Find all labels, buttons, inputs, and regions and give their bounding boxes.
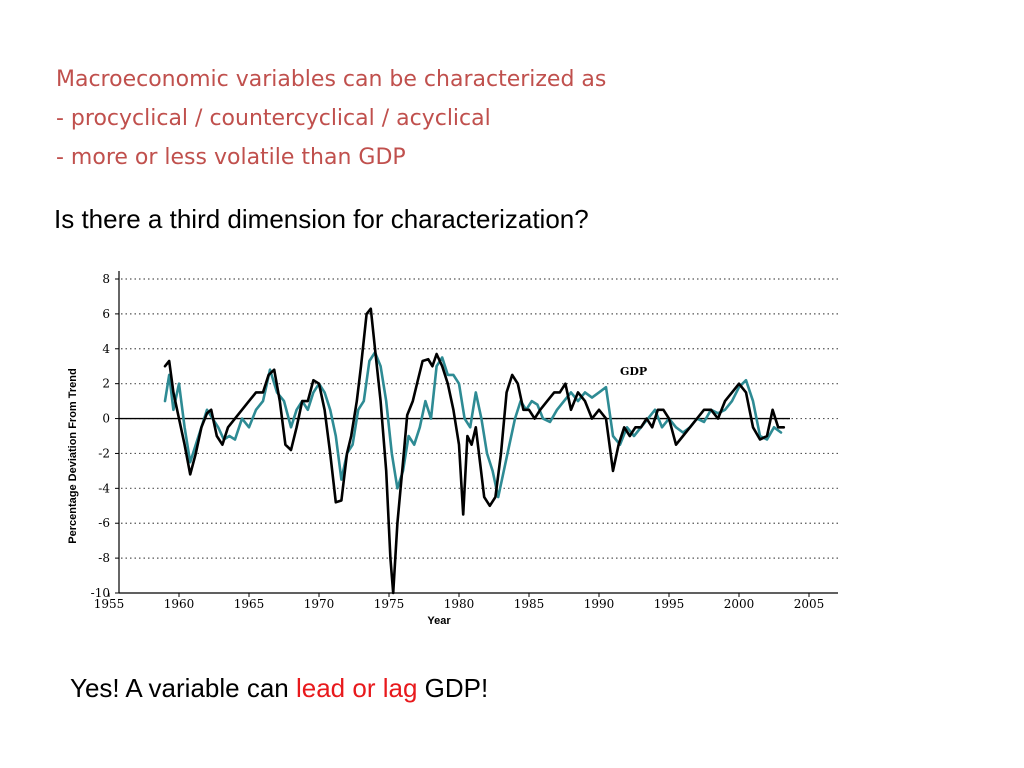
y-tick-label-8: -8 xyxy=(98,551,110,565)
x-tick-label-7: 1990 xyxy=(584,597,615,611)
y-tick-label-0: 8 xyxy=(102,272,110,286)
answer-text: Yes! A variable can lead or lag GDP! xyxy=(70,673,488,704)
y-tick-label-7: -6 xyxy=(98,516,110,530)
y-tick-label-4: 0 xyxy=(102,412,110,426)
y-tick-label-5: -2 xyxy=(98,446,110,460)
x-tick-label-8: 1995 xyxy=(654,597,685,611)
answer-highlight: lead or lag xyxy=(295,673,418,703)
x-tick-label-2: 1965 xyxy=(234,597,265,611)
x-tick-label-6: 1985 xyxy=(514,597,545,611)
y-tick-label-2: 4 xyxy=(102,342,110,356)
x-axis-title: Year xyxy=(427,615,451,627)
heading-line-3: - more or less volatile than GDP xyxy=(56,145,406,170)
y-tick-label-6: -4 xyxy=(98,481,110,495)
heading: Macroeconomic variables can be character… xyxy=(56,60,606,177)
x-tick-label-4: 1975 xyxy=(374,597,405,611)
comparison-series-line xyxy=(163,351,783,499)
y-tick-label-1: 6 xyxy=(102,307,110,321)
y-axis-title: Percentage Deviation From Trend xyxy=(67,368,79,543)
y-tick-label-3: 2 xyxy=(102,377,110,391)
gdp-series-line xyxy=(163,307,786,595)
x-tick-label-0: 1955 xyxy=(94,597,125,611)
answer-suffix: GDP! xyxy=(417,673,489,703)
x-tick-label-5: 1980 xyxy=(444,597,475,611)
gdp-series-label: GDP xyxy=(620,365,647,378)
heading-line-1: Macroeconomic variables can be character… xyxy=(56,67,607,92)
x-tick-label-1: 1960 xyxy=(164,597,195,611)
x-tick-label-3: 1970 xyxy=(304,597,335,611)
x-tick-label-9: 2000 xyxy=(724,597,755,611)
x-tick-label-10: 2005 xyxy=(794,597,825,611)
answer-prefix: Yes! A variable can xyxy=(70,673,296,703)
question-text: Is there a third dimension for character… xyxy=(54,204,589,234)
heading-line-2: - procyclical / countercyclical / acycli… xyxy=(56,106,491,131)
y-tick-label-9: -10 xyxy=(91,586,110,600)
